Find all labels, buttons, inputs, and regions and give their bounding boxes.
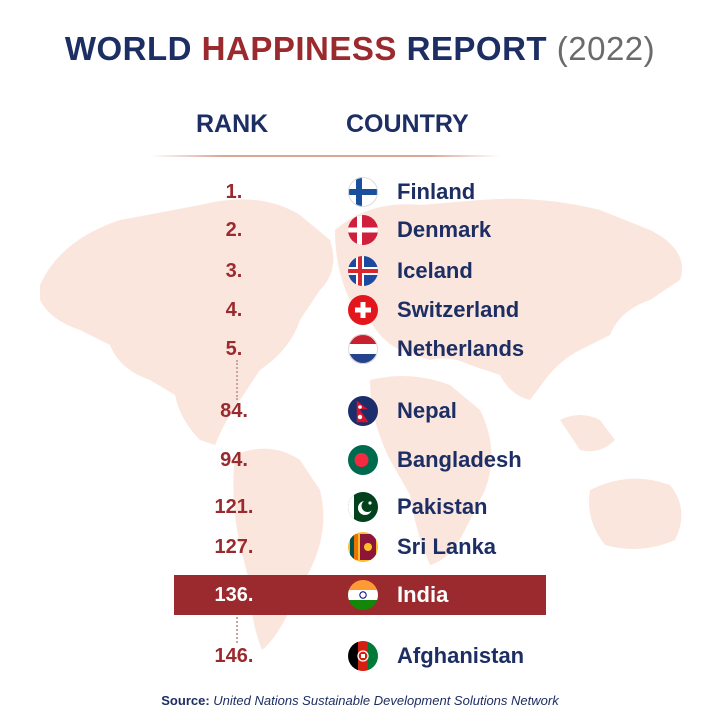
country-name: Finland — [397, 179, 476, 204]
rank-gap-dots — [236, 360, 238, 400]
title-word-world: WORLD — [64, 30, 192, 67]
title-year: (2022) — [556, 30, 656, 67]
rank-value: 94. — [220, 449, 248, 471]
nepal-flag-icon — [348, 396, 378, 426]
rank-value: 121. — [214, 496, 254, 518]
country-name: Iceland — [397, 258, 473, 283]
rank-value: 127. — [214, 536, 254, 558]
rank-value: 3. — [225, 260, 243, 282]
switzerland-flag-icon — [348, 295, 378, 325]
netherlands-flag-icon — [348, 334, 378, 364]
rank-gap-dots — [236, 617, 238, 643]
ranking-row: 94. Bangladesh — [0, 440, 720, 480]
ranking-row: 146. Afghanistan — [0, 636, 720, 676]
afghanistan-flag-icon — [348, 641, 378, 671]
bangladesh-flag-icon — [348, 445, 378, 475]
country-name: Sri Lanka — [397, 534, 497, 559]
ranking-row: 2. Denmark — [0, 210, 720, 250]
ranking-row: 5. Netherlands — [0, 329, 720, 369]
ranking-row: 121. Pakistan — [0, 487, 720, 527]
ranking-row: 3. Iceland — [0, 251, 720, 291]
ranking-row: 84. Nepal — [0, 391, 720, 431]
page-title: WORLD HAPPINESS REPORT (2022) — [0, 30, 720, 68]
source-note: Source: United Nations Sustainable Devel… — [0, 693, 720, 708]
country-name: Switzerland — [397, 297, 520, 322]
india-flag-icon — [348, 580, 378, 610]
source-text: United Nations Sustainable Development S… — [213, 693, 559, 708]
country-name: Pakistan — [397, 494, 488, 519]
ranking-row: 127. Sri Lanka — [0, 527, 720, 567]
title-word-happiness: HAPPINESS — [201, 30, 397, 67]
country-name: Afghanistan — [397, 643, 525, 668]
country-name: Nepal — [397, 398, 457, 423]
country-name: Netherlands — [397, 336, 525, 361]
iceland-flag-icon — [348, 256, 378, 286]
header-divider — [150, 155, 500, 157]
ranking-row: 1. Finland — [0, 172, 720, 212]
rank-column-header: RANK — [196, 110, 269, 138]
rank-value: 136. — [214, 584, 254, 606]
country-name: Denmark — [397, 217, 492, 242]
rank-value: 1. — [225, 181, 243, 203]
title-word-report: REPORT — [406, 30, 548, 67]
rank-value: 146. — [214, 645, 254, 667]
rank-value: 4. — [225, 299, 243, 321]
source-label: Source: — [161, 693, 210, 708]
country-name: Bangladesh — [397, 447, 522, 472]
ranking-row-highlighted: 136. India — [0, 575, 720, 615]
country-column-header: COUNTRY — [346, 110, 469, 138]
denmark-flag-icon — [348, 215, 378, 245]
ranking-row: 4. Switzerland — [0, 290, 720, 330]
finland-flag-icon — [348, 177, 378, 207]
rank-value: 84. — [220, 400, 248, 422]
rank-value: 2. — [225, 219, 243, 241]
pakistan-flag-icon — [348, 492, 378, 522]
rank-value: 5. — [225, 338, 243, 360]
sri-lanka-flag-icon — [348, 532, 378, 562]
country-name: India — [397, 582, 449, 607]
